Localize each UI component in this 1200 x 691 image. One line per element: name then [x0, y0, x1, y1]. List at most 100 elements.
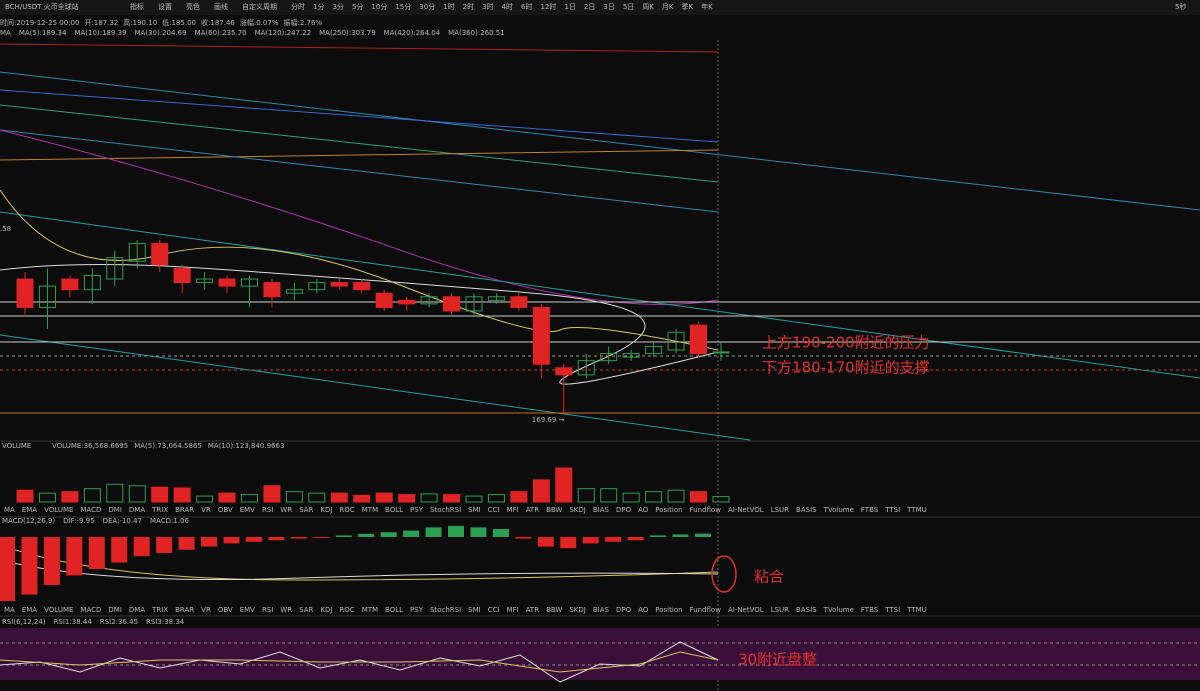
toolbar-item[interactable]: 1分 — [313, 2, 324, 11]
toolbar-item[interactable]: 2时 — [463, 2, 474, 11]
indicator-tab[interactable]: Fundflow — [690, 506, 722, 514]
indicator-tab[interactable]: Position — [655, 606, 682, 614]
indicator-tab[interactable]: WR — [280, 606, 292, 614]
indicator-tab[interactable]: PSY — [410, 506, 424, 514]
indicator-tab[interactable]: DMA — [129, 606, 145, 614]
indicator-tab[interactable]: BIAS — [593, 506, 610, 514]
indicator-tab[interactable]: KDJ — [320, 606, 332, 614]
toolbar-item[interactable]: 5日 — [623, 3, 634, 11]
indicator-tab[interactable]: AI-NetVOL — [728, 506, 764, 514]
toolbar-item[interactable]: 4时 — [502, 2, 513, 11]
indicator-tab[interactable]: DMA — [129, 506, 145, 514]
indicator-tab[interactable]: CCI — [488, 506, 500, 514]
indicator-tab[interactable]: VOLUME — [44, 506, 73, 514]
indicator-tab[interactable]: BOLL — [385, 506, 403, 514]
indicator-tab[interactable]: AI-NetVOL — [728, 606, 764, 614]
indicator-tab[interactable]: TVolume — [823, 606, 854, 614]
indicator-tab[interactable]: TVolume — [823, 506, 854, 514]
toolbar-item[interactable]: 季K — [682, 2, 694, 11]
indicator-tab[interactable]: DMI — [108, 506, 122, 514]
indicator-tab[interactable]: StochRSI — [430, 606, 461, 614]
indicator-tab[interactable]: MTM — [362, 506, 378, 514]
indicator-tab[interactable]: TTSI — [884, 606, 900, 614]
indicator-tab[interactable]: RSI — [262, 606, 273, 614]
indicator-tab[interactable]: LSUR — [771, 506, 789, 514]
indicator-tab[interactable]: TTMU — [906, 506, 927, 514]
indicator-tab[interactable]: MTM — [362, 606, 378, 614]
indicator-tab[interactable]: OBV — [218, 506, 233, 514]
indicator-tab[interactable]: ATR — [526, 506, 540, 514]
toolbar-item[interactable]: 亮色 — [186, 2, 200, 11]
indicator-tab[interactable]: SKDJ — [569, 506, 586, 514]
indicator-tab[interactable]: Position — [655, 506, 682, 514]
indicator-tab[interactable]: BBW — [546, 506, 562, 514]
indicator-tab[interactable]: MACD — [80, 606, 101, 614]
indicator-tab[interactable]: MACD — [80, 506, 101, 514]
indicator-tab[interactable]: RSI — [262, 506, 273, 514]
indicator-tab[interactable]: MFI — [507, 606, 519, 614]
indicator-tab[interactable]: BIAS — [593, 606, 610, 614]
toolbar-item[interactable]: 分时 — [291, 2, 305, 11]
toolbar-item[interactable]: 10分 — [371, 2, 387, 11]
toolbar-item[interactable]: 5分 — [352, 2, 363, 11]
indicator-tab[interactable]: MA — [4, 506, 15, 514]
toolbar-item[interactable]: 3分 — [332, 2, 343, 11]
indicator-tab[interactable]: BASIS — [796, 606, 817, 614]
indicator-tab[interactable]: EMV — [240, 606, 255, 614]
indicator-tab[interactable]: PSY — [410, 606, 424, 614]
toolbar-item[interactable]: 1日 — [564, 3, 575, 11]
toolbar-item[interactable]: 15分 — [395, 2, 411, 11]
indicator-tab[interactable]: FTBS — [861, 506, 879, 514]
indicator-tab[interactable]: VR — [201, 506, 211, 514]
toolbar-item[interactable]: 自定义周期 — [242, 2, 277, 11]
indicator-tab[interactable]: SMI — [468, 506, 481, 514]
toolbar-item[interactable]: 30分 — [419, 2, 435, 11]
toolbar-item[interactable]: 设置 — [158, 2, 172, 11]
indicator-tab[interactable]: DMI — [108, 606, 122, 614]
indicator-tab[interactable]: StochRSI — [430, 506, 461, 514]
indicator-tab[interactable]: TRIX — [151, 606, 168, 614]
toolbar-item[interactable]: 周K — [642, 3, 654, 11]
indicator-tab[interactable]: ATR — [526, 606, 540, 614]
indicator-tab[interactable]: AO — [638, 606, 649, 614]
indicator-tab[interactable]: BBW — [546, 606, 562, 614]
indicator-tab[interactable]: MFI — [507, 506, 519, 514]
indicator-tab[interactable]: BRAR — [175, 506, 194, 514]
indicator-tab[interactable]: VOLUME — [44, 606, 73, 614]
toolbar-item[interactable]: 3时 — [482, 2, 493, 11]
indicator-tab[interactable]: BOLL — [385, 606, 403, 614]
toolbar-item[interactable]: 2日 — [584, 3, 595, 11]
indicator-tab[interactable]: AO — [638, 506, 649, 514]
indicator-tab[interactable]: SMI — [468, 606, 481, 614]
indicator-tab[interactable]: SKDJ — [569, 606, 586, 614]
indicator-tab[interactable]: TRIX — [151, 506, 168, 514]
indicator-tab[interactable]: DPO — [616, 506, 632, 514]
indicator-tab[interactable]: SAR — [299, 606, 313, 614]
toolbar-item[interactable]: 年K — [701, 2, 713, 11]
indicator-tab[interactable]: EMV — [240, 506, 255, 514]
indicator-tab[interactable]: WR — [280, 506, 292, 514]
indicator-tab[interactable]: CCI — [488, 606, 500, 614]
indicator-tab[interactable]: Fundflow — [690, 606, 722, 614]
indicator-tab[interactable]: DPO — [616, 606, 632, 614]
toolbar-item[interactable]: 指标 — [130, 2, 144, 11]
toolbar-item[interactable]: 6时 — [521, 2, 532, 11]
indicator-tab[interactable]: BASIS — [796, 506, 817, 514]
toolbar-item[interactable]: 画线 — [214, 2, 228, 11]
toolbar-item[interactable]: 月K — [662, 3, 674, 11]
toolbar-item[interactable]: 12时 — [541, 2, 557, 11]
indicator-tab[interactable]: ROC — [339, 606, 354, 614]
indicator-tab[interactable]: VR — [201, 606, 211, 614]
indicator-tab[interactable]: TTMU — [906, 606, 927, 614]
toolbar-item[interactable]: 3日 — [603, 3, 614, 11]
indicator-tab[interactable]: OBV — [218, 606, 233, 614]
indicator-tab[interactable]: MA — [4, 606, 15, 614]
indicator-tab[interactable]: TTSI — [884, 506, 900, 514]
toolbar-item[interactable]: 1时 — [443, 2, 454, 11]
indicator-tab[interactable]: SAR — [299, 506, 313, 514]
indicator-tab[interactable]: ROC — [339, 506, 354, 514]
indicator-tab[interactable]: EMA — [22, 606, 37, 614]
indicator-tab[interactable]: LSUR — [771, 606, 789, 614]
indicator-tab[interactable]: EMA — [22, 506, 37, 514]
indicator-tab[interactable]: KDJ — [320, 506, 332, 514]
